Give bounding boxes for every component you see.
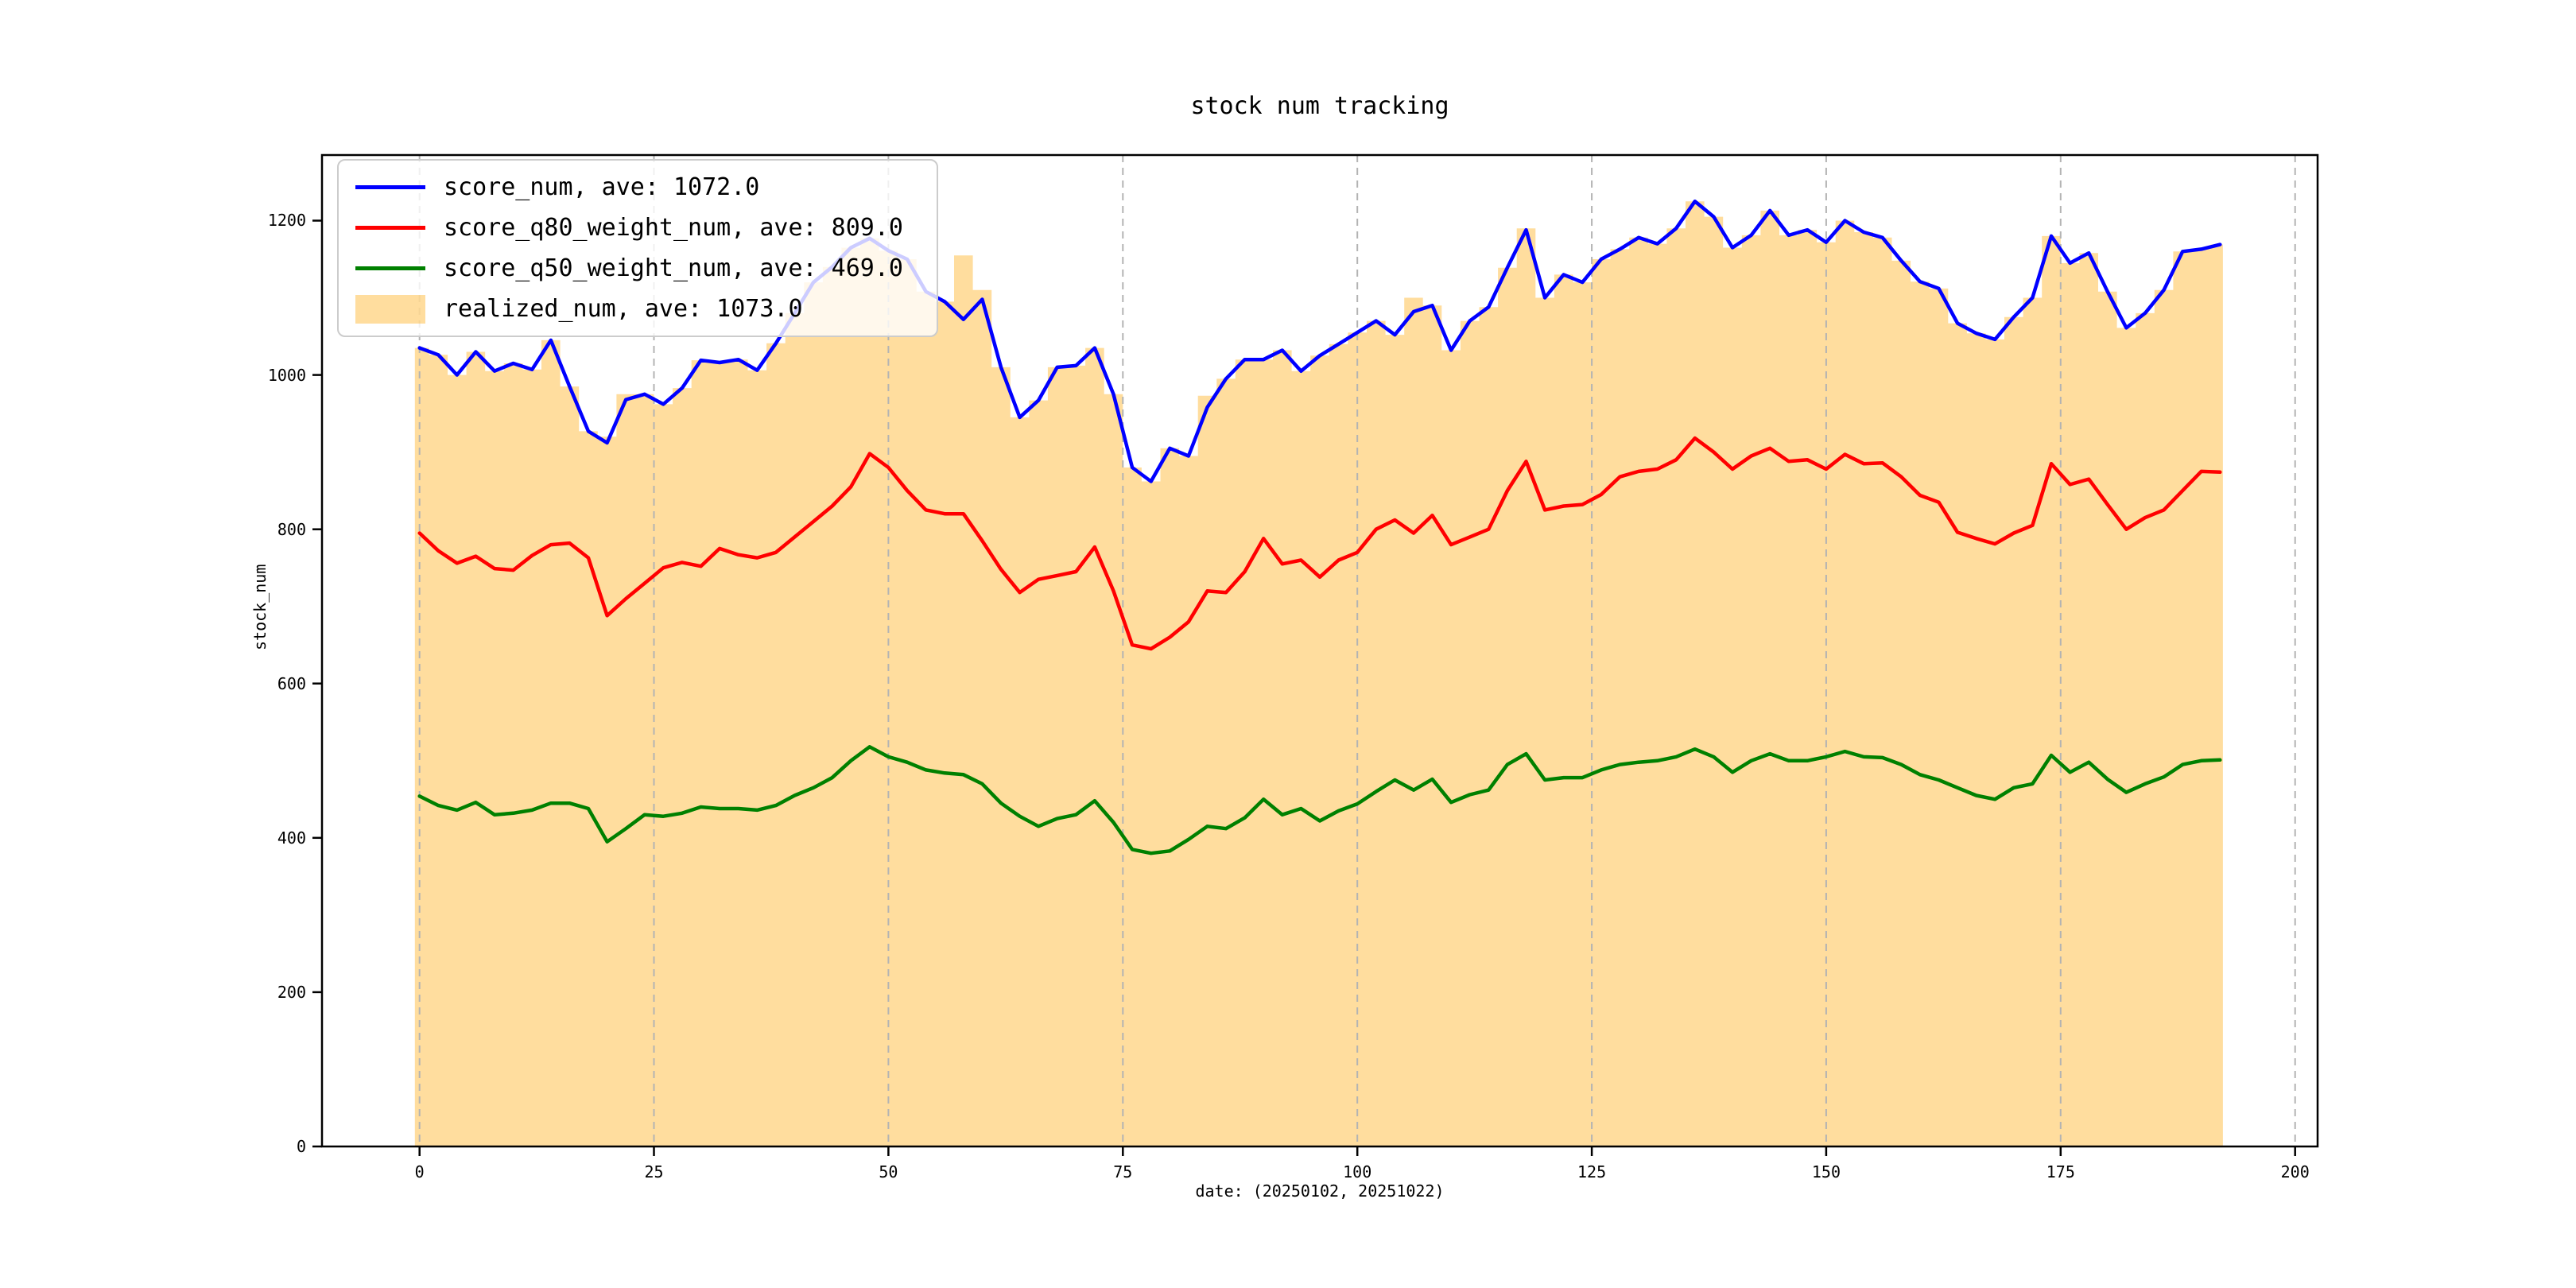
chart-title: stock num tracking	[1190, 92, 1449, 120]
x-tick-label-25: 25	[644, 1162, 664, 1181]
x-tick-label-50: 50	[879, 1162, 898, 1181]
legend-label: realized_num, ave: 1073.0	[444, 295, 803, 323]
legend-item-score-q80: score_q80_weight_num, ave: 809.0	[355, 208, 937, 248]
legend-item-realized: realized_num, ave: 1073.0	[355, 289, 937, 329]
legend-item-score-q50: score_q50_weight_num, ave: 469.0	[355, 248, 937, 289]
x-tick-label-100: 100	[1343, 1162, 1372, 1181]
legend: score_num, ave: 1072.0 score_q80_weight_…	[337, 159, 938, 337]
legend-label: score_num, ave: 1072.0	[444, 173, 760, 201]
x-tick-label-125: 125	[1577, 1162, 1607, 1181]
y-tick-label-800: 800	[277, 519, 306, 539]
series-score_num	[417, 199, 2222, 483]
x-tick-label-175: 175	[2046, 1162, 2075, 1181]
legend-item-score-num: score_num, ave: 1072.0	[355, 167, 937, 208]
legend-label: score_q80_weight_num, ave: 809.0	[444, 214, 903, 242]
realized-area	[414, 201, 2223, 1147]
y-tick-label-400: 400	[277, 828, 306, 848]
y-tick-label-600: 600	[277, 673, 306, 693]
legend-swatch-orange-patch	[355, 294, 426, 324]
x-tick-label-75: 75	[1113, 1162, 1133, 1181]
y-tick-label-0: 0	[296, 1137, 306, 1156]
axes-frame	[320, 153, 2319, 1148]
legend-swatch-blue-line	[355, 185, 426, 189]
legend-swatch-red-line	[355, 226, 426, 230]
y-tick-label-1200: 1200	[267, 211, 306, 231]
y-tick-label-1000: 1000	[267, 365, 306, 385]
x-tick-label-200: 200	[2280, 1162, 2310, 1181]
x-tick-label-150: 150	[1811, 1162, 1841, 1181]
series-score_q50_weight_num	[417, 745, 2222, 855]
x-tick-label-0: 0	[414, 1162, 425, 1181]
legend-swatch-green-line	[355, 266, 426, 270]
series-score_q80_weight_num	[417, 436, 2222, 651]
x-axis-label: date: (20250102, 20251022)	[1195, 1181, 1445, 1201]
y-tick-label-200: 200	[277, 982, 306, 1002]
legend-label: score_q50_weight_num, ave: 469.0	[444, 254, 903, 282]
